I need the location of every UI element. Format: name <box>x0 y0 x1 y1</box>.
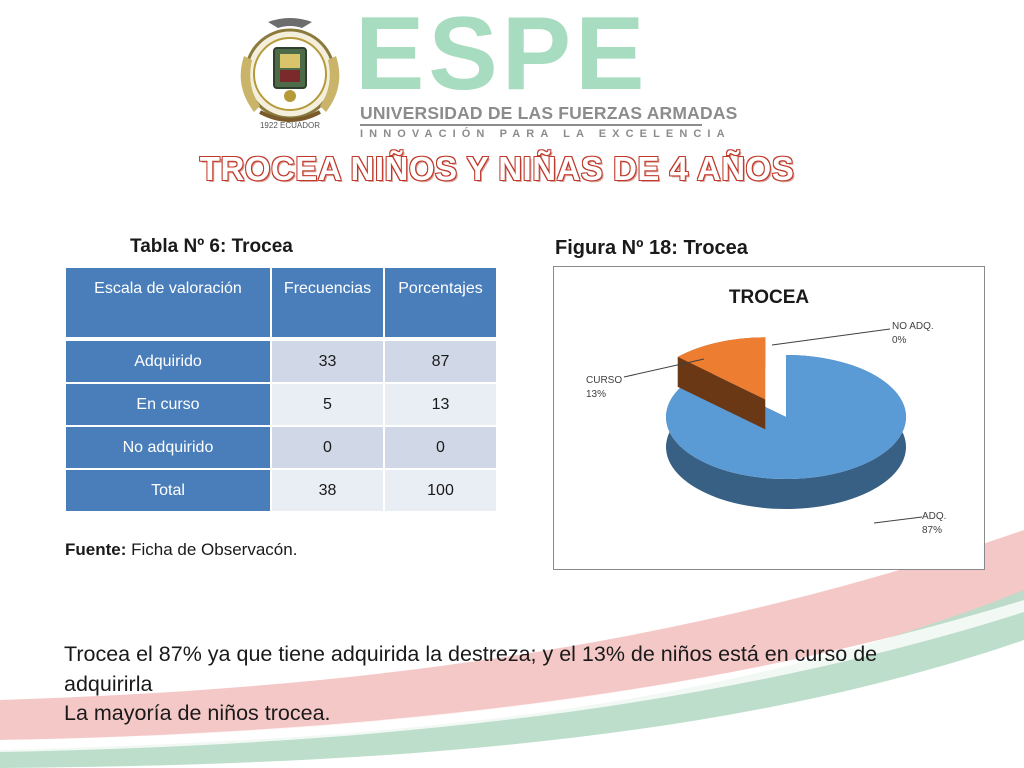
column-header-scale: Escala de valoración <box>64 266 272 340</box>
pie-slice-curso <box>677 337 766 400</box>
cell-frequency: 0 <box>270 425 385 470</box>
data-table: Escala de valoración Frecuencias Porcent… <box>64 266 498 513</box>
slice-label: NO ADQ. <box>892 321 934 332</box>
table-header-row: Escala de valoración Frecuencias Porcent… <box>64 266 498 340</box>
seal-year: 1922 ECUADOR <box>260 121 320 130</box>
leader-line <box>873 516 923 524</box>
summary-text: Trocea el 87% ya que tiene adquirida la … <box>64 640 924 729</box>
row-label: Adquirido <box>64 337 272 384</box>
row-label: En curso <box>64 382 272 427</box>
cell-frequency: 33 <box>270 337 385 384</box>
slice-value-label: 0% <box>892 335 907 346</box>
table-row: Total 38 100 <box>64 468 498 513</box>
pie-chart: TROCEA ADQ. 87% CURSO 13% NO ADQ. 0% <box>586 287 946 536</box>
slice-label: ADQ. <box>922 511 946 522</box>
university-slogan: INNOVACIÓN PARA LA EXCELENCIA <box>360 128 731 140</box>
cell-percentage: 13 <box>383 382 498 427</box>
cell-frequency: 5 <box>270 382 385 427</box>
pie-slice-adq <box>666 355 906 479</box>
table-row: Adquirido 33 87 <box>64 337 498 384</box>
table-row: No adquirido 0 0 <box>64 425 498 470</box>
cell-percentage: 100 <box>383 468 498 513</box>
pie-slice-wall <box>677 356 766 430</box>
source-label: Fuente: <box>65 540 127 559</box>
summary-line-2: La mayoría de niños trocea. <box>64 701 331 726</box>
column-header-frequency: Frecuencias <box>270 266 385 340</box>
brand-wordmark: ESPE <box>355 0 649 112</box>
figure-caption: Figura Nº 18: Trocea <box>555 237 748 259</box>
leader-line <box>623 358 705 378</box>
cell-percentage: 0 <box>383 425 498 470</box>
table-caption: Tabla Nº 6: Trocea <box>130 236 293 257</box>
row-label: Total <box>64 468 272 513</box>
summary-line-1: Trocea el 87% ya que tiene adquirida la … <box>64 642 878 696</box>
table-source-note: Fuente: Ficha de Observacón. <box>65 540 297 560</box>
leader-line <box>771 328 891 346</box>
slice-value-label: 87% <box>922 525 942 536</box>
university-name: UNIVERSIDAD DE LAS FUERZAS ARMADAS <box>360 103 738 123</box>
source-text: Ficha de Observacón. <box>131 540 298 559</box>
header-divider <box>360 124 702 126</box>
slice-value-label: 13% <box>586 389 606 400</box>
chart-title: TROCEA <box>729 287 810 308</box>
cell-percentage: 87 <box>383 337 498 384</box>
table-row: En curso 5 13 <box>64 382 498 427</box>
cell-frequency: 38 <box>270 468 385 513</box>
column-header-percentage: Porcentajes <box>383 266 498 340</box>
slide-title: TROCEA NIÑOS Y NIÑAS DE 4 AÑOS <box>199 149 795 188</box>
slice-label: CURSO <box>586 375 622 386</box>
row-label: No adquirido <box>64 425 272 470</box>
university-seal-logo: 1922 ECUADOR <box>240 18 340 130</box>
pie-chart-frame: TROCEA ADQ. 87% CURSO 13% NO ADQ. 0% <box>553 266 985 570</box>
